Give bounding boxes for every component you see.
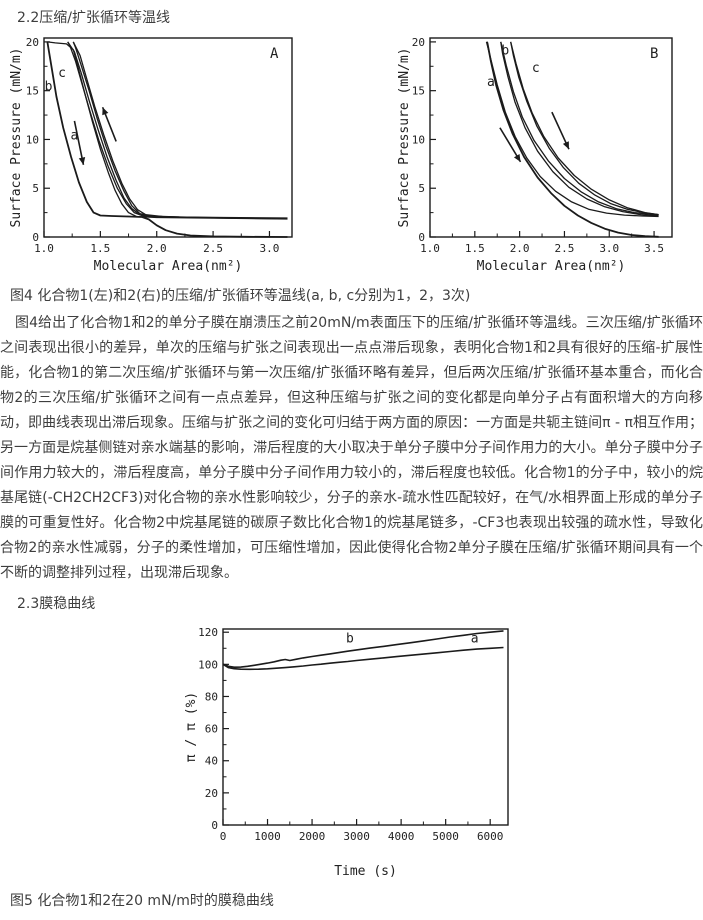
fig4B-svg: 1.0 1.5 2.0 2.5 3.0 3.5 0 5 10 15 20 Molecular Area… xyxy=(397,36,673,274)
y-tick-label: 20 xyxy=(26,36,39,49)
section-heading-2-3: 2.3膜稳曲线 xyxy=(17,596,96,612)
figure5-caption: 图5 化合物1和2在20 mN/m时的膜稳曲线 xyxy=(10,893,274,909)
y-tick-label: 20 xyxy=(205,787,218,800)
y-tick-label: 120 xyxy=(198,626,218,639)
direction-arrow-head xyxy=(562,141,569,150)
series-cycle1-compression xyxy=(485,41,659,238)
plot-frame xyxy=(222,628,509,826)
y-tick-label: 5 xyxy=(418,182,425,195)
series-compound1-a xyxy=(222,646,504,671)
figure4-panel-a-chart: 1.0 1.5 2.0 2.5 3.0 0 5 10 15 20 Molecular Area(nm… xyxy=(8,33,298,278)
curve-label-b: b xyxy=(501,44,509,59)
x-tick-label: 3.0 xyxy=(260,242,280,255)
x-tick-label: 2000 xyxy=(299,830,326,843)
plot-frame xyxy=(429,37,673,238)
curve-label-a: a xyxy=(71,128,79,143)
x-tick-label: 3000 xyxy=(343,830,370,843)
y-tick-label: 0 xyxy=(211,819,218,832)
curve-label-a: a xyxy=(471,632,479,647)
body-paragraph: 图4给出了化合物1和2的单分子膜在崩溃压之前20mN/m表面压下的压缩/扩张循环… xyxy=(0,315,703,581)
x-tick-label: 0 xyxy=(220,830,227,843)
y-tick-label: 15 xyxy=(412,85,425,98)
series-cycle1-expansion xyxy=(485,41,659,218)
y-tick-label: 10 xyxy=(26,133,39,146)
x-tick-label: 5000 xyxy=(432,830,459,843)
figure4-caption: 图4 化合物1(左)和2(右)的压缩/扩张循环等温线(a, b, c分别为1，2… xyxy=(10,288,471,304)
x-axis-label: Molecular Area(nm²) xyxy=(477,259,626,274)
y-axis-label: π / π (%) xyxy=(184,692,199,762)
figure4-panel-b-chart: 1.0 1.5 2.0 2.5 3.0 3.5 0 5 10 15 20 Molecular Area… xyxy=(396,33,686,278)
y-tick-label: 40 xyxy=(205,755,218,768)
panel-label-A: A xyxy=(270,46,279,62)
direction-arrow-head xyxy=(102,107,109,116)
curve-label-b: b xyxy=(45,80,53,95)
series-cycle3-compression xyxy=(510,41,659,216)
y-tick-label: 0 xyxy=(32,231,39,244)
x-tick-label: 2.0 xyxy=(510,242,530,255)
y-axis-label: Surface Pressure (mN/m) xyxy=(397,47,412,227)
x-tick-label: 2.5 xyxy=(555,242,575,255)
curve-label-c: c xyxy=(58,66,66,81)
fig5-svg: 0 1000 2000 3000 4000 5000 6000 0 20 40 60 80 100 120… xyxy=(184,626,509,879)
y-tick-label: 0 xyxy=(418,231,425,244)
x-tick-label: 4000 xyxy=(388,830,415,843)
x-tick-label: 3.5 xyxy=(644,242,664,255)
y-tick-label: 20 xyxy=(412,36,425,49)
y-tick-label: 10 xyxy=(412,133,425,146)
fig4A-svg: 1.0 1.5 2.0 2.5 3.0 0 5 10 15 20 Molecular Area(nm… xyxy=(9,36,293,274)
figure5-chart: 0 1000 2000 3000 4000 5000 6000 0 20 40 60 80 100 120… xyxy=(183,621,703,883)
figure5-wrap: 0 1000 2000 3000 4000 5000 6000 0 20 40 60 80 100 120… xyxy=(183,621,703,883)
series-cycle3-expansion xyxy=(72,41,288,220)
x-axis-label: Molecular Area(nm²) xyxy=(94,259,243,274)
curve-label-b: b xyxy=(346,632,354,647)
x-tick-label: 2.5 xyxy=(203,242,223,255)
y-tick-label: 80 xyxy=(205,690,218,703)
x-tick-label: 1000 xyxy=(254,830,281,843)
series-cycle1-compression xyxy=(46,41,288,238)
direction-arrow-head xyxy=(78,157,86,165)
figure4-row: 1.0 1.5 2.0 2.5 3.0 0 5 10 15 20 Molecular Area(nm… xyxy=(8,33,703,278)
x-tick-label: 2.0 xyxy=(147,242,167,255)
series-cycle2-expansion xyxy=(500,41,659,216)
y-tick-label: 100 xyxy=(198,658,218,671)
series-cycle2-compression xyxy=(500,41,659,217)
series-compound2-b xyxy=(222,630,504,669)
x-tick-label: 6000 xyxy=(477,830,504,843)
curve-label-a: a xyxy=(487,75,495,90)
panel-label-B: B xyxy=(650,46,658,62)
x-tick-label: 1.5 xyxy=(90,242,110,255)
x-tick-label: 3.0 xyxy=(599,242,619,255)
y-axis-label: Surface Pressure (mN/m) xyxy=(9,47,24,227)
y-tick-label: 60 xyxy=(205,723,218,736)
curve-label-c: c xyxy=(532,61,540,76)
direction-arrow-head xyxy=(513,153,521,162)
plot-frame xyxy=(43,37,293,238)
x-axis-label: Time (s) xyxy=(334,864,397,879)
y-tick-label: 5 xyxy=(32,182,39,195)
series-cycle3-compression xyxy=(72,41,288,219)
x-tick-label: 1.5 xyxy=(465,242,485,255)
x-tick-label: 1.0 xyxy=(420,242,440,255)
series-cycle3-expansion xyxy=(510,41,659,216)
direction-arrow-line xyxy=(73,120,85,165)
x-tick-label: 1.0 xyxy=(34,242,54,255)
section-heading-2-2: 2.2压缩/扩张循环等温线 xyxy=(17,10,170,26)
y-tick-label: 15 xyxy=(26,85,39,98)
